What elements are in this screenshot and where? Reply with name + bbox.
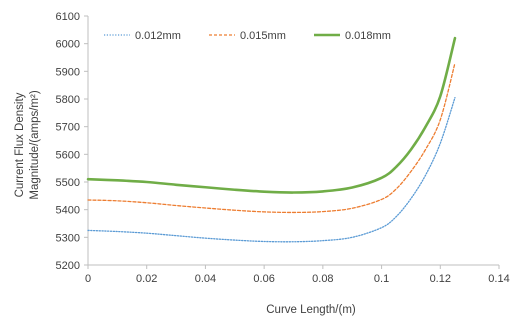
y-tick-label: 5500 <box>56 177 80 189</box>
series-line-0.018mm <box>86 36 457 194</box>
y-tick-label: 5600 <box>56 149 80 161</box>
x-tick-label: 0.12 <box>430 273 451 285</box>
series-lines <box>86 36 457 243</box>
x-axis-title: Curve Length/(m) <box>266 304 356 316</box>
y-tick-label: 5300 <box>56 232 80 244</box>
x-tick-label: 0.06 <box>253 273 274 285</box>
series-line-0.015mm <box>87 62 456 214</box>
x-tick-label: 0.14 <box>488 273 509 285</box>
y-tick-label: 5200 <box>56 260 80 272</box>
y-tick-label: 5800 <box>56 94 80 106</box>
axes: 5200 5300 5400 5500 5600 5700 5800 5900 6000 6100… <box>56 11 510 285</box>
legend-label-0.012mm: 0.012mm <box>135 30 181 42</box>
legend-label-0.018mm: 0.018mm <box>345 30 391 42</box>
y-tick-label: 6000 <box>56 39 80 51</box>
x-tick-label: 0.02 <box>136 273 157 285</box>
legend-label-0.015mm: 0.015mm <box>240 30 286 42</box>
x-tick-label: 0.1 <box>374 273 389 285</box>
y-tick-label: 5700 <box>56 122 80 134</box>
legend: 0.012mm 0.015mm 0.018mm <box>104 30 391 42</box>
x-tick-label: 0 <box>85 273 91 285</box>
y-tick-label: 5900 <box>56 66 80 78</box>
y-axis-title-line1: Current Flux Density <box>14 92 26 197</box>
x-tick-label: 0.08 <box>312 273 333 285</box>
y-axis-title-line2: Magnitude/(amps/m²) <box>29 90 41 199</box>
series-line-0.012mm <box>87 96 456 243</box>
x-tick-label: 0.04 <box>195 273 216 285</box>
y-tick-label: 6100 <box>56 11 80 23</box>
y-tick-label: 5400 <box>56 205 80 217</box>
